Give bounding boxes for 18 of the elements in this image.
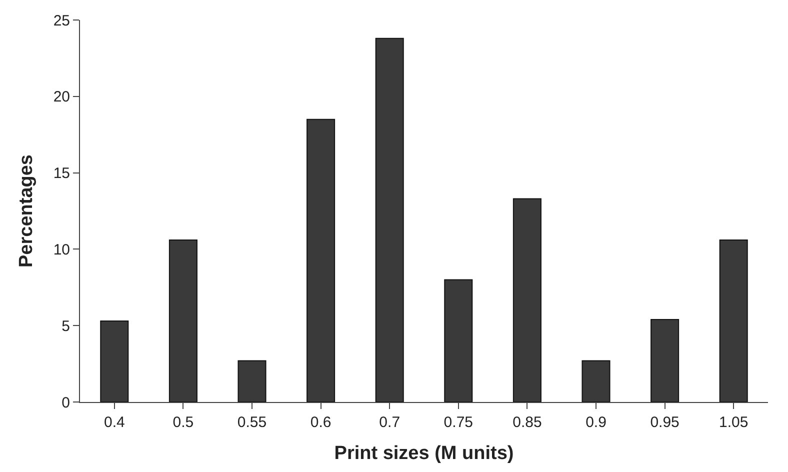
x-tick-label: 0.5 [172,414,194,431]
x-tick-label: 0.55 [237,414,267,431]
x-tick-label: 0.6 [310,414,332,431]
x-axis-title: Print sizes (M units) [334,442,514,464]
y-axis-title: Percentages [16,154,38,268]
y-tick-label: 25 [53,12,70,30]
x-tick-label: 0.75 [444,414,473,431]
x-tick-label: 0.85 [512,414,542,431]
y-tick-label: 15 [53,165,70,182]
y-tick-label: 20 [53,88,70,106]
x-tick-label: 0.9 [586,414,606,431]
x-tick-label: 0.4 [104,414,125,431]
y-tick-label: 0 [62,394,70,412]
x-tick-label: 1.05 [719,414,748,431]
x-tick-label: 0.95 [650,414,680,431]
x-tick-label: 0.7 [379,414,400,431]
y-tick-label: 5 [62,318,70,335]
y-tick-label: 10 [53,241,70,258]
